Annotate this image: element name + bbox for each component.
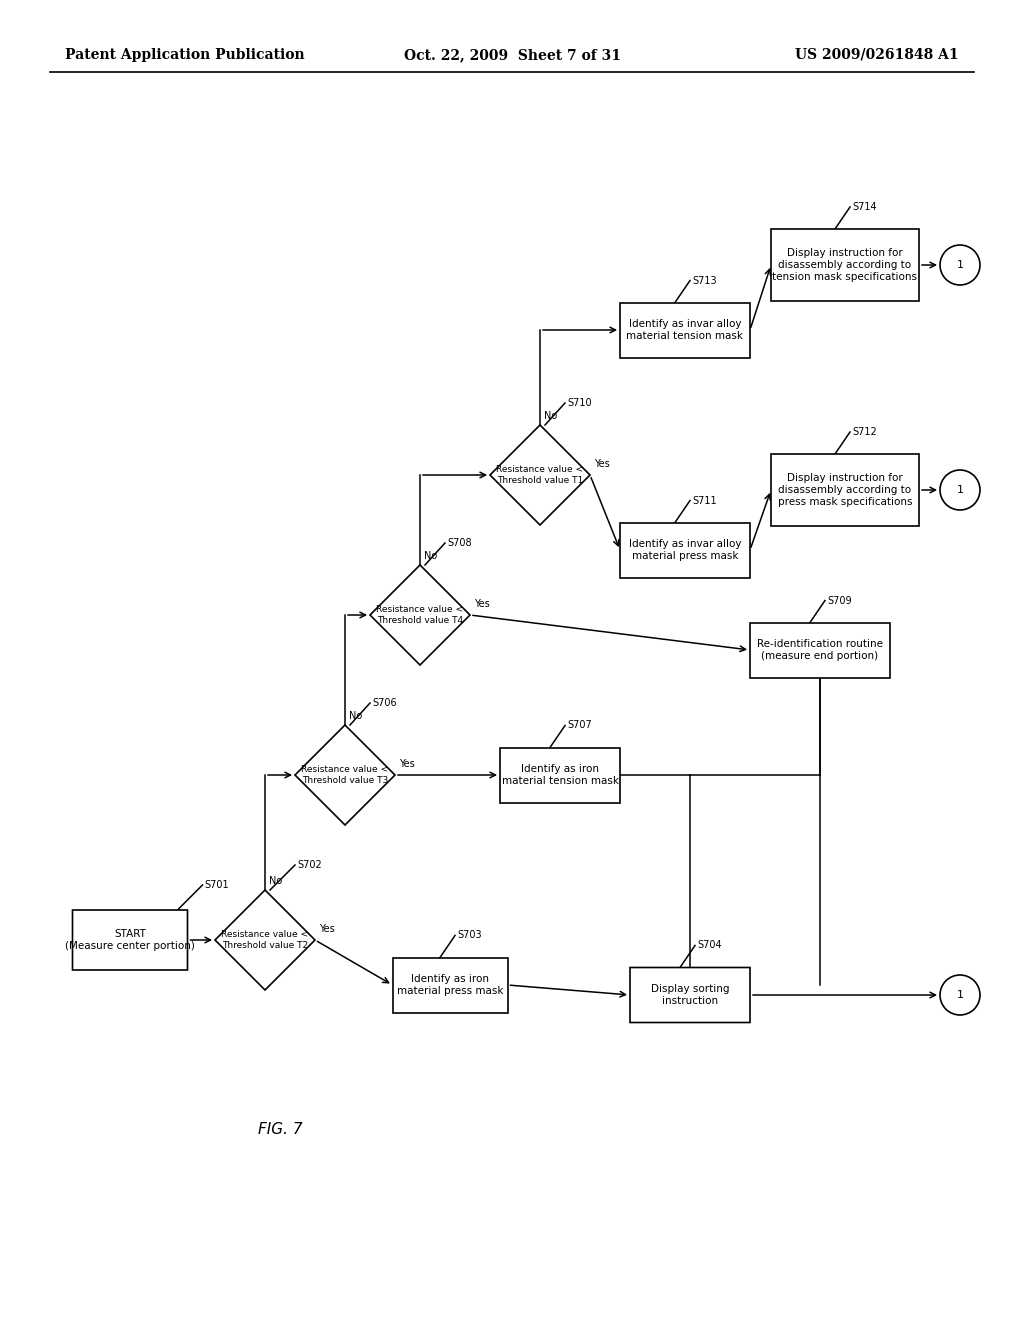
- Text: S714: S714: [852, 202, 877, 213]
- Text: S709: S709: [827, 595, 852, 606]
- Text: S701: S701: [205, 880, 229, 890]
- Text: Oct. 22, 2009  Sheet 7 of 31: Oct. 22, 2009 Sheet 7 of 31: [403, 48, 621, 62]
- Polygon shape: [295, 725, 395, 825]
- Text: S702: S702: [297, 861, 322, 870]
- Text: No: No: [424, 550, 437, 561]
- Text: 1: 1: [956, 260, 964, 271]
- Text: Resistance value <
Threshold value T1: Resistance value < Threshold value T1: [497, 465, 584, 484]
- Text: S706: S706: [372, 698, 396, 708]
- Text: Identify as invar alloy
material tension mask: Identify as invar alloy material tension…: [627, 319, 743, 341]
- Text: Yes: Yes: [319, 924, 335, 935]
- Text: S711: S711: [692, 495, 717, 506]
- Text: US 2009/0261848 A1: US 2009/0261848 A1: [796, 48, 959, 62]
- Bar: [392, 957, 508, 1012]
- Text: Identify as iron
material tension mask: Identify as iron material tension mask: [502, 764, 618, 785]
- Text: No: No: [349, 711, 362, 721]
- Circle shape: [940, 975, 980, 1015]
- Text: No: No: [544, 411, 557, 421]
- Text: S708: S708: [447, 539, 472, 548]
- FancyBboxPatch shape: [630, 968, 750, 1023]
- Text: Display instruction for
disassembly according to
press mask specifications: Display instruction for disassembly acco…: [778, 474, 912, 507]
- Text: 1: 1: [956, 484, 964, 495]
- FancyBboxPatch shape: [771, 228, 919, 301]
- FancyBboxPatch shape: [771, 454, 919, 525]
- Text: Yes: Yes: [399, 759, 415, 770]
- Bar: [620, 302, 750, 358]
- Bar: [500, 747, 620, 803]
- Text: Resistance value <
Threshold value T2: Resistance value < Threshold value T2: [221, 931, 308, 949]
- FancyBboxPatch shape: [73, 909, 187, 970]
- Text: S703: S703: [457, 931, 481, 940]
- Text: Re-identification routine
(measure end portion): Re-identification routine (measure end p…: [757, 639, 883, 661]
- Bar: [750, 623, 890, 677]
- Text: 1: 1: [956, 990, 964, 1001]
- Circle shape: [940, 246, 980, 285]
- Text: S713: S713: [692, 276, 717, 285]
- Polygon shape: [490, 425, 590, 525]
- Text: START
(Measure center portion): START (Measure center portion): [66, 929, 195, 950]
- Circle shape: [940, 470, 980, 510]
- Polygon shape: [370, 565, 470, 665]
- Text: S710: S710: [567, 399, 592, 408]
- Text: Patent Application Publication: Patent Application Publication: [65, 48, 304, 62]
- Text: Identify as invar alloy
material press mask: Identify as invar alloy material press m…: [629, 539, 741, 561]
- Text: Resistance value <
Threshold value T3: Resistance value < Threshold value T3: [301, 766, 388, 784]
- Text: Resistance value <
Threshold value T4: Resistance value < Threshold value T4: [377, 606, 464, 624]
- Bar: [620, 523, 750, 578]
- Polygon shape: [215, 890, 315, 990]
- Text: S712: S712: [852, 426, 877, 437]
- Text: Display instruction for
disassembly according to
tension mask specifications: Display instruction for disassembly acco…: [772, 248, 918, 281]
- Text: S707: S707: [567, 721, 592, 730]
- Text: Display sorting
instruction: Display sorting instruction: [650, 985, 729, 1006]
- Text: Yes: Yes: [594, 459, 609, 469]
- Text: Yes: Yes: [474, 599, 489, 609]
- Text: No: No: [269, 876, 283, 886]
- Text: S704: S704: [697, 940, 722, 950]
- Text: FIG. 7: FIG. 7: [258, 1122, 302, 1138]
- Text: Identify as iron
material press mask: Identify as iron material press mask: [396, 974, 503, 995]
